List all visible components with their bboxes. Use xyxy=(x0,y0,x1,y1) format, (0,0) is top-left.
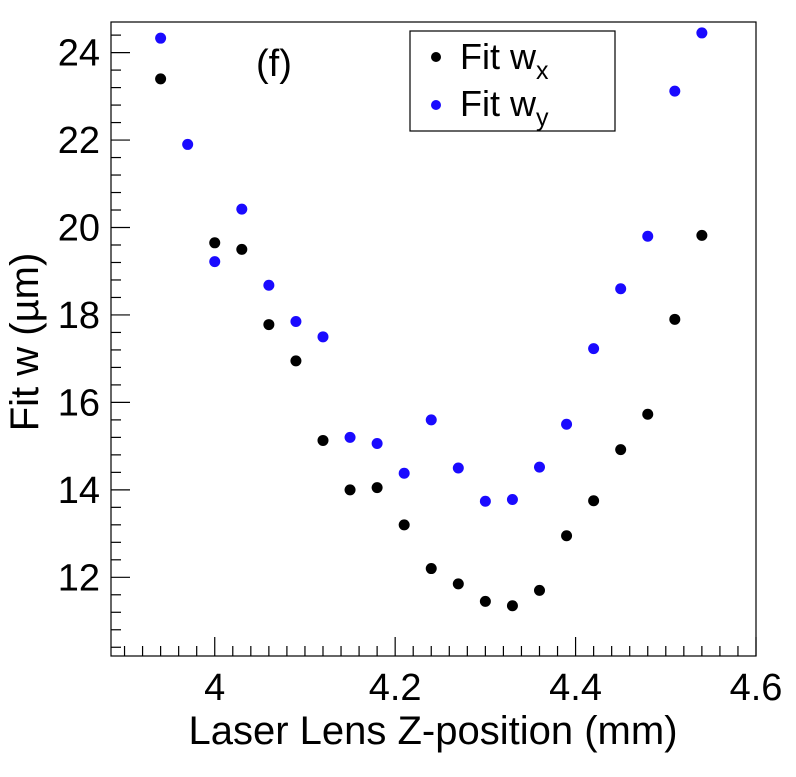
data-point xyxy=(317,331,329,343)
data-point xyxy=(588,495,600,507)
data-point xyxy=(533,584,545,596)
x-tick-label: 4 xyxy=(204,667,225,709)
y-tick-label: 18 xyxy=(58,295,100,337)
panel-label: (f) xyxy=(256,43,292,85)
data-series xyxy=(155,27,708,612)
x-tick-label: 4.6 xyxy=(730,667,783,709)
y-axis: 12 14 16 18 20 22 24 xyxy=(58,33,130,648)
data-point xyxy=(561,418,573,430)
data-point xyxy=(615,283,627,295)
data-point xyxy=(696,229,708,241)
data-point xyxy=(182,138,194,150)
data-point xyxy=(615,444,627,456)
data-point xyxy=(209,256,221,268)
data-point xyxy=(155,32,167,44)
data-point xyxy=(425,563,437,575)
series-wy xyxy=(155,27,708,507)
data-point xyxy=(642,408,654,420)
plot-frame xyxy=(110,21,757,657)
data-point xyxy=(506,600,518,612)
data-point xyxy=(371,482,383,494)
y-tick-label: 16 xyxy=(58,382,100,424)
data-point xyxy=(236,203,248,215)
data-point xyxy=(263,279,275,291)
data-point xyxy=(479,495,491,507)
data-point xyxy=(344,484,356,496)
data-point xyxy=(452,462,464,474)
data-point xyxy=(588,343,600,355)
data-point xyxy=(696,27,708,39)
data-point xyxy=(398,519,410,531)
x-axis: 4 4.2 4.4 4.6 xyxy=(123,637,783,709)
data-point xyxy=(398,467,410,479)
data-point xyxy=(506,493,518,505)
data-point xyxy=(479,595,491,607)
y-tick-label: 12 xyxy=(58,557,100,599)
legend-marker-wx xyxy=(431,52,441,62)
data-point xyxy=(561,530,573,542)
data-point xyxy=(344,431,356,443)
data-point xyxy=(669,313,681,325)
legend-marker-wy xyxy=(431,100,441,110)
data-point xyxy=(425,414,437,426)
data-point xyxy=(263,319,275,331)
y-axis-title: Fit w (µm) xyxy=(3,253,47,432)
x-tick-label: 4.4 xyxy=(549,667,602,709)
data-point xyxy=(236,243,248,255)
data-point xyxy=(452,578,464,590)
legend-box xyxy=(409,30,616,132)
legend-label-wx: Fit wx xyxy=(460,36,549,85)
y-tick-label: 14 xyxy=(58,470,100,512)
data-point xyxy=(371,438,383,450)
series-wx xyxy=(155,73,708,612)
data-point xyxy=(155,73,167,85)
x-axis-title: Laser Lens Z-position (mm) xyxy=(188,709,677,753)
data-point xyxy=(642,230,654,242)
y-tick-label: 20 xyxy=(58,208,100,250)
data-point xyxy=(669,85,681,97)
y-tick-label: 22 xyxy=(58,120,100,162)
x-tick-label: 4.2 xyxy=(369,667,422,709)
legend-label-wy: Fit wy xyxy=(460,83,549,132)
data-point xyxy=(209,237,221,249)
data-point xyxy=(290,355,302,367)
data-point xyxy=(317,434,329,446)
data-point xyxy=(533,461,545,473)
y-tick-label: 24 xyxy=(58,33,100,75)
data-point xyxy=(290,316,302,328)
legend: Fit wx Fit wy xyxy=(409,30,616,132)
